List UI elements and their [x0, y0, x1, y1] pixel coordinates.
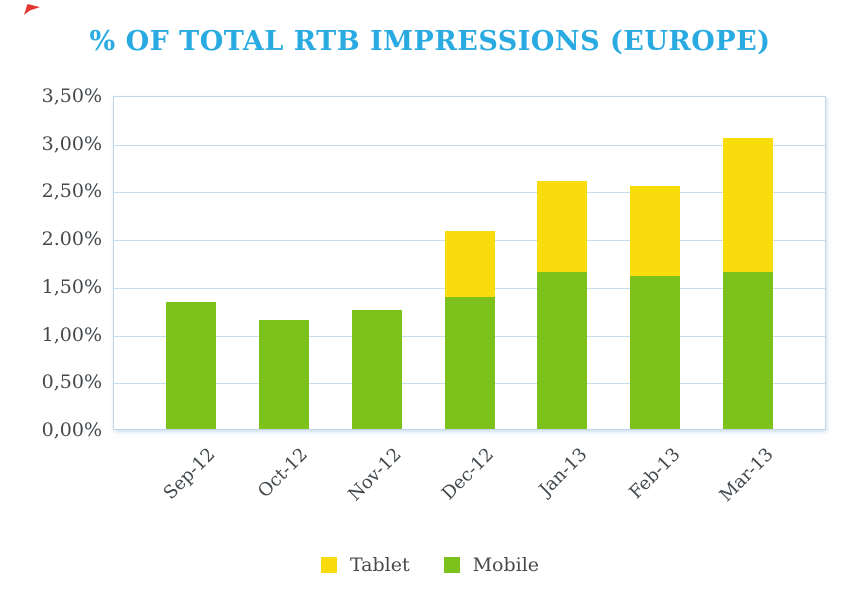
bar-slot-feb-13 — [609, 97, 702, 429]
bar-slot-mar-13 — [701, 97, 794, 429]
bar-stack — [351, 309, 402, 429]
x-axis: Sep-12 Oct-12 Nov-12 Dec-12 Jan-13 Feb-13 Mar-… — [113, 430, 826, 540]
bar-segment-mobile — [537, 271, 588, 429]
y-tick-label: 0,50% — [41, 371, 102, 394]
legend-label: Mobile — [472, 554, 540, 576]
bar-segment-tablet — [629, 185, 680, 277]
x-category-label: Nov-12 — [344, 444, 406, 506]
x-category-label: Dec-12 — [438, 444, 499, 505]
bar-stack — [629, 185, 680, 429]
plot-area — [113, 96, 826, 430]
bar-stack — [444, 230, 495, 429]
bar-segment-mobile — [629, 276, 680, 429]
bar-slot-nov-12 — [330, 97, 423, 429]
x-category-label: Feb-13 — [625, 444, 685, 504]
bar-segment-mobile — [444, 297, 495, 429]
bar-slot-jan-13 — [516, 97, 609, 429]
x-category-label: Oct-12 — [254, 444, 313, 503]
bar-segment-tablet — [722, 137, 773, 272]
bar-stack — [259, 320, 310, 429]
bar-segment-tablet — [444, 230, 495, 298]
y-tick-label: 2,50% — [41, 180, 102, 203]
bar-slot-sep-12 — [145, 97, 238, 429]
y-tick-label: 3,00% — [41, 132, 102, 155]
y-tick-label: 1,50% — [41, 275, 102, 298]
gridline — [114, 145, 825, 146]
y-tick-label: 0,00% — [41, 419, 102, 441]
bar-segment-mobile — [166, 302, 217, 429]
gridline — [114, 192, 825, 193]
x-category-label: Sep-12 — [159, 444, 220, 504]
bar-stack — [722, 137, 773, 429]
red-corner-mark-icon — [24, 4, 40, 15]
legend-item-mobile: Mobile — [443, 554, 540, 576]
bar-stack — [166, 302, 217, 429]
x-category-label: Mar-13 — [715, 444, 778, 507]
legend: Tablet Mobile — [0, 554, 860, 576]
y-tick-label: 3,50% — [41, 85, 102, 107]
bar-segment-mobile — [351, 309, 402, 429]
bars-row — [145, 97, 794, 429]
bar-stack — [537, 180, 588, 429]
y-tick-label: 2.00% — [41, 228, 102, 251]
y-tick-label: 1,00% — [41, 323, 102, 346]
bar-segment-mobile — [259, 320, 310, 429]
legend-swatch-icon — [443, 557, 460, 573]
bar-segment-mobile — [722, 271, 773, 429]
legend-swatch-icon — [320, 557, 337, 573]
x-category-label: Jan-13 — [535, 444, 592, 501]
chart-title: % OF TOTAL RTB IMPRESSIONS (EUROPE) — [89, 26, 771, 57]
bar-segment-tablet — [537, 180, 588, 272]
bar-slot-dec-12 — [423, 97, 516, 429]
legend-label: Tablet — [349, 554, 410, 576]
y-axis: 3,50% 3,00% 2,50% 2.00% 1,50% 1,00% 0,50% 0,00% — [0, 0, 102, 594]
legend-item-tablet: Tablet — [320, 554, 410, 576]
bar-slot-oct-12 — [238, 97, 331, 429]
